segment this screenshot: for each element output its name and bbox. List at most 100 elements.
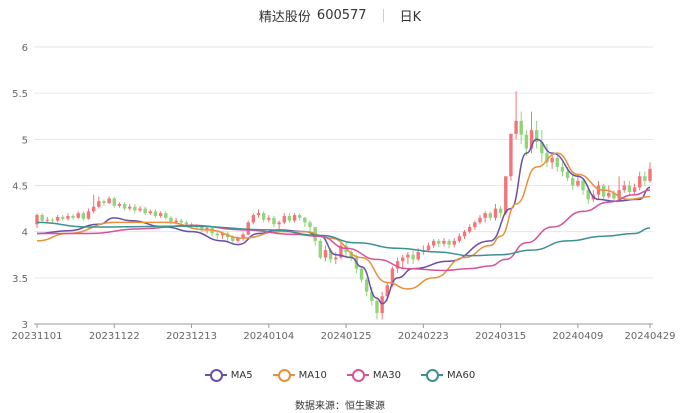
candle-body (576, 180, 580, 186)
period-label[interactable]: 日K (399, 9, 422, 25)
candle-body (251, 215, 256, 223)
candle-body (359, 268, 364, 280)
candle-body (395, 261, 400, 269)
moving-average-lines (36, 138, 651, 305)
candle-body (323, 250, 328, 258)
x-tick-label: 20240409 (552, 331, 603, 342)
candle-body (112, 198, 116, 206)
grid-lines (34, 46, 653, 325)
candle-body (473, 222, 477, 228)
candle-body (153, 211, 158, 216)
candle-body (370, 291, 374, 301)
candle-body (560, 167, 565, 172)
candle-body (35, 215, 39, 225)
ma60-swatch-icon (421, 369, 444, 382)
x-tick-label: 20240125 (321, 331, 372, 342)
stock-code: 600577 (316, 7, 367, 23)
candle-body (117, 203, 122, 206)
title-divider (382, 8, 384, 22)
x-tick-label: 20240104 (243, 331, 294, 342)
legend-item-ma5[interactable]: MA5 (204, 369, 253, 382)
data-source: 数据来源：恒生聚源 (0, 397, 680, 412)
ma10-line (36, 152, 651, 290)
candle-body (164, 213, 168, 218)
candle-body (462, 231, 467, 237)
candle-body (457, 236, 462, 241)
ma60-line (36, 221, 651, 257)
candle-body (504, 176, 508, 214)
candle-body (308, 222, 312, 228)
candle-body (380, 296, 384, 313)
legend-label-ma60: MA60 (447, 369, 476, 381)
y-axis: 3 3.5 4 4.5 5 5.5 6 (12, 43, 28, 331)
candle-body (612, 192, 616, 199)
candle-body (298, 215, 302, 218)
candle-body (148, 211, 153, 214)
candle-body (617, 190, 621, 199)
candle-body (416, 251, 420, 260)
candle-body (545, 153, 549, 163)
candle-body (61, 216, 65, 219)
candle-body (648, 168, 652, 181)
candle-body (514, 120, 518, 134)
candle-body (534, 130, 539, 143)
legend-item-ma60[interactable]: MA60 (421, 369, 476, 382)
candle-body (102, 201, 106, 204)
candle-body (246, 222, 250, 235)
legend-label-ma10: MA10 (298, 369, 327, 381)
candle-body (292, 215, 297, 221)
y-tick-label: 4 (22, 228, 28, 239)
candle-body (509, 133, 513, 177)
candle-body (529, 130, 534, 149)
candle-body (596, 185, 601, 195)
candle-body (643, 176, 647, 181)
candle-body (540, 142, 544, 154)
y-tick-label: 6 (22, 43, 28, 54)
candle-body (45, 219, 50, 221)
candle-body (40, 215, 44, 221)
candle-body (55, 216, 60, 221)
candle-body (401, 257, 405, 262)
legend-item-ma10[interactable]: MA10 (272, 369, 327, 382)
y-tick-label: 5.5 (12, 89, 28, 100)
candle-body (426, 245, 431, 251)
x-tick-label: 20231213 (166, 331, 217, 342)
candle-body (138, 208, 142, 211)
candle-body (519, 120, 523, 135)
candle-body (133, 206, 137, 211)
legend: MA5 MA10 MA30 MA60 (0, 367, 680, 383)
candle-body (81, 213, 86, 219)
x-tick-label: 20240429 (625, 331, 676, 342)
candle-body (86, 211, 91, 219)
legend-item-ma30[interactable]: MA30 (346, 369, 402, 382)
legend-label-ma30: MA30 (372, 369, 402, 381)
candle-body (158, 213, 163, 216)
x-tick-label: 20231122 (89, 331, 140, 342)
candle-body (431, 240, 436, 246)
candle-body (488, 213, 493, 218)
candle-body (607, 192, 611, 197)
candle-body (169, 217, 173, 223)
source-value: 恒生聚源 (345, 401, 385, 412)
candle-body (632, 187, 637, 192)
candle-body (272, 217, 276, 225)
candle-body (91, 206, 96, 212)
candle-body (261, 213, 266, 220)
candle-body (334, 257, 338, 260)
candle-body (601, 185, 606, 197)
candle-body (122, 203, 127, 209)
candle-body (550, 157, 554, 163)
x-axis: 20231101 20231122 20231213 20240104 20240125… (12, 323, 676, 342)
candle-body (637, 176, 642, 188)
ma5-swatch-icon (204, 369, 227, 382)
stock-name: 精达股份 (258, 9, 311, 25)
candle-body (468, 227, 472, 232)
candle-body (50, 219, 55, 221)
candle-body (442, 240, 446, 244)
source-label: 数据来源： (295, 401, 345, 412)
candle-body (184, 222, 189, 225)
candle-body (349, 251, 353, 258)
candle-body (498, 208, 503, 214)
chart-title: 精达股份 600577 日K (0, 5, 680, 25)
